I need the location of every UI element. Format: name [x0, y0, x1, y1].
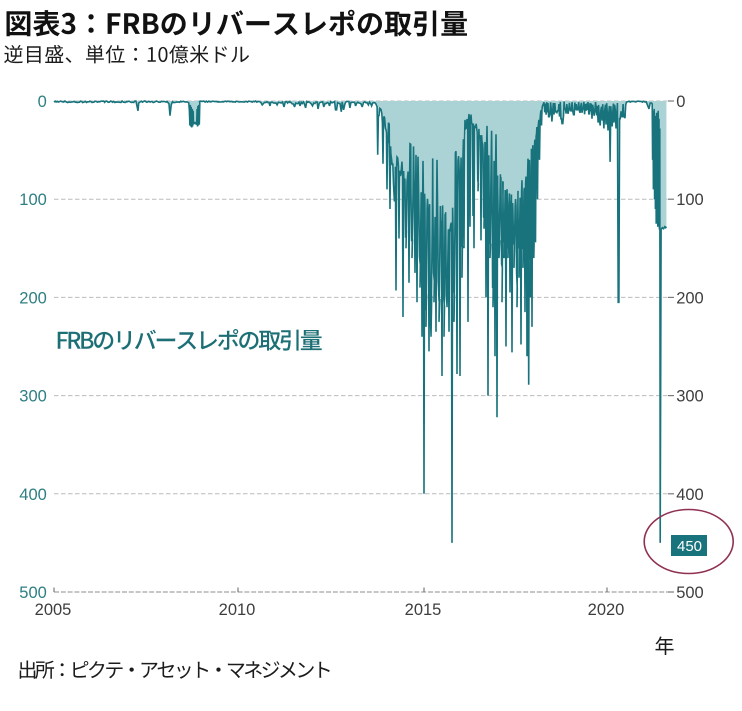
svg-text:400: 400	[676, 486, 704, 504]
svg-text:500: 500	[676, 584, 704, 602]
svg-text:400: 400	[19, 486, 47, 504]
svg-text:300: 300	[676, 388, 704, 406]
svg-text:200: 200	[676, 289, 704, 307]
svg-text:0: 0	[676, 93, 685, 111]
svg-text:500: 500	[19, 584, 47, 602]
svg-text:2005: 2005	[35, 601, 72, 619]
svg-text:0: 0	[38, 93, 47, 111]
svg-text:100: 100	[19, 191, 47, 209]
svg-text:450: 450	[677, 538, 702, 555]
svg-text:200: 200	[19, 289, 47, 307]
svg-text:2010: 2010	[219, 601, 256, 619]
svg-text:100: 100	[676, 191, 704, 209]
svg-text:2020: 2020	[588, 601, 625, 619]
svg-text:2015: 2015	[405, 601, 442, 619]
svg-text:300: 300	[19, 388, 47, 406]
